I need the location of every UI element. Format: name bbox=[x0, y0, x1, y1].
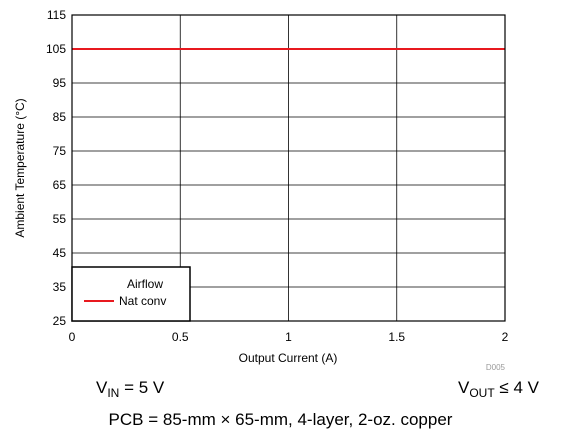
y-tick-label: 25 bbox=[53, 314, 67, 328]
vout-prefix: V bbox=[458, 378, 470, 397]
y-tick-label: 45 bbox=[53, 246, 67, 260]
y-tick-label: 115 bbox=[47, 8, 66, 22]
plot-frame bbox=[71, 14, 506, 322]
y-tick-label: 85 bbox=[53, 110, 67, 124]
x-axis-label: Output Current (A) bbox=[239, 351, 338, 365]
vout-value: ≤ 4 V bbox=[494, 378, 539, 397]
legend-title: Airflow bbox=[127, 277, 163, 291]
x-tick-label: 0.5 bbox=[172, 330, 189, 344]
figure-code: D005 bbox=[486, 363, 506, 372]
y-tick-label: 35 bbox=[53, 280, 67, 294]
vin-prefix: V bbox=[96, 378, 108, 397]
legend-box bbox=[71, 266, 191, 322]
x-tick-label: 0 bbox=[69, 330, 76, 344]
x-tick-label: 1 bbox=[285, 330, 292, 344]
vout-subscript: OUT bbox=[469, 386, 495, 400]
vin-subscript: IN bbox=[107, 386, 120, 400]
vin-value: = 5 V bbox=[119, 378, 165, 397]
y-tick-label: 105 bbox=[46, 42, 66, 56]
pcb-note: PCB = 85-mm × 65-mm, 4-layer, 2-oz. copp… bbox=[108, 410, 453, 429]
chart: 0 0.5 1 1.5 2 25 35 45 55 65 75 85 95 105 115 Output … bbox=[13, 8, 509, 372]
y-axis-label: Ambient Temperature (°C) bbox=[13, 98, 27, 237]
y-tick-label: 95 bbox=[53, 76, 67, 90]
x-tick-label: 2 bbox=[502, 330, 509, 344]
x-tick-labels: 0 0.5 1 1.5 2 bbox=[69, 330, 509, 344]
vout-label: VOUT ≤ 4 V bbox=[458, 378, 539, 400]
y-tick-label: 75 bbox=[53, 144, 67, 158]
y-tick-label: 55 bbox=[53, 212, 67, 226]
y-tick-label: 65 bbox=[53, 178, 67, 192]
legend: Airflow Nat conv bbox=[71, 266, 191, 322]
y-tick-labels: 25 35 45 55 65 75 85 95 105 115 bbox=[46, 8, 66, 328]
x-tick-label: 1.5 bbox=[388, 330, 405, 344]
legend-label-nat-conv: Nat conv bbox=[119, 294, 166, 308]
vin-label: VIN = 5 V bbox=[96, 378, 164, 400]
